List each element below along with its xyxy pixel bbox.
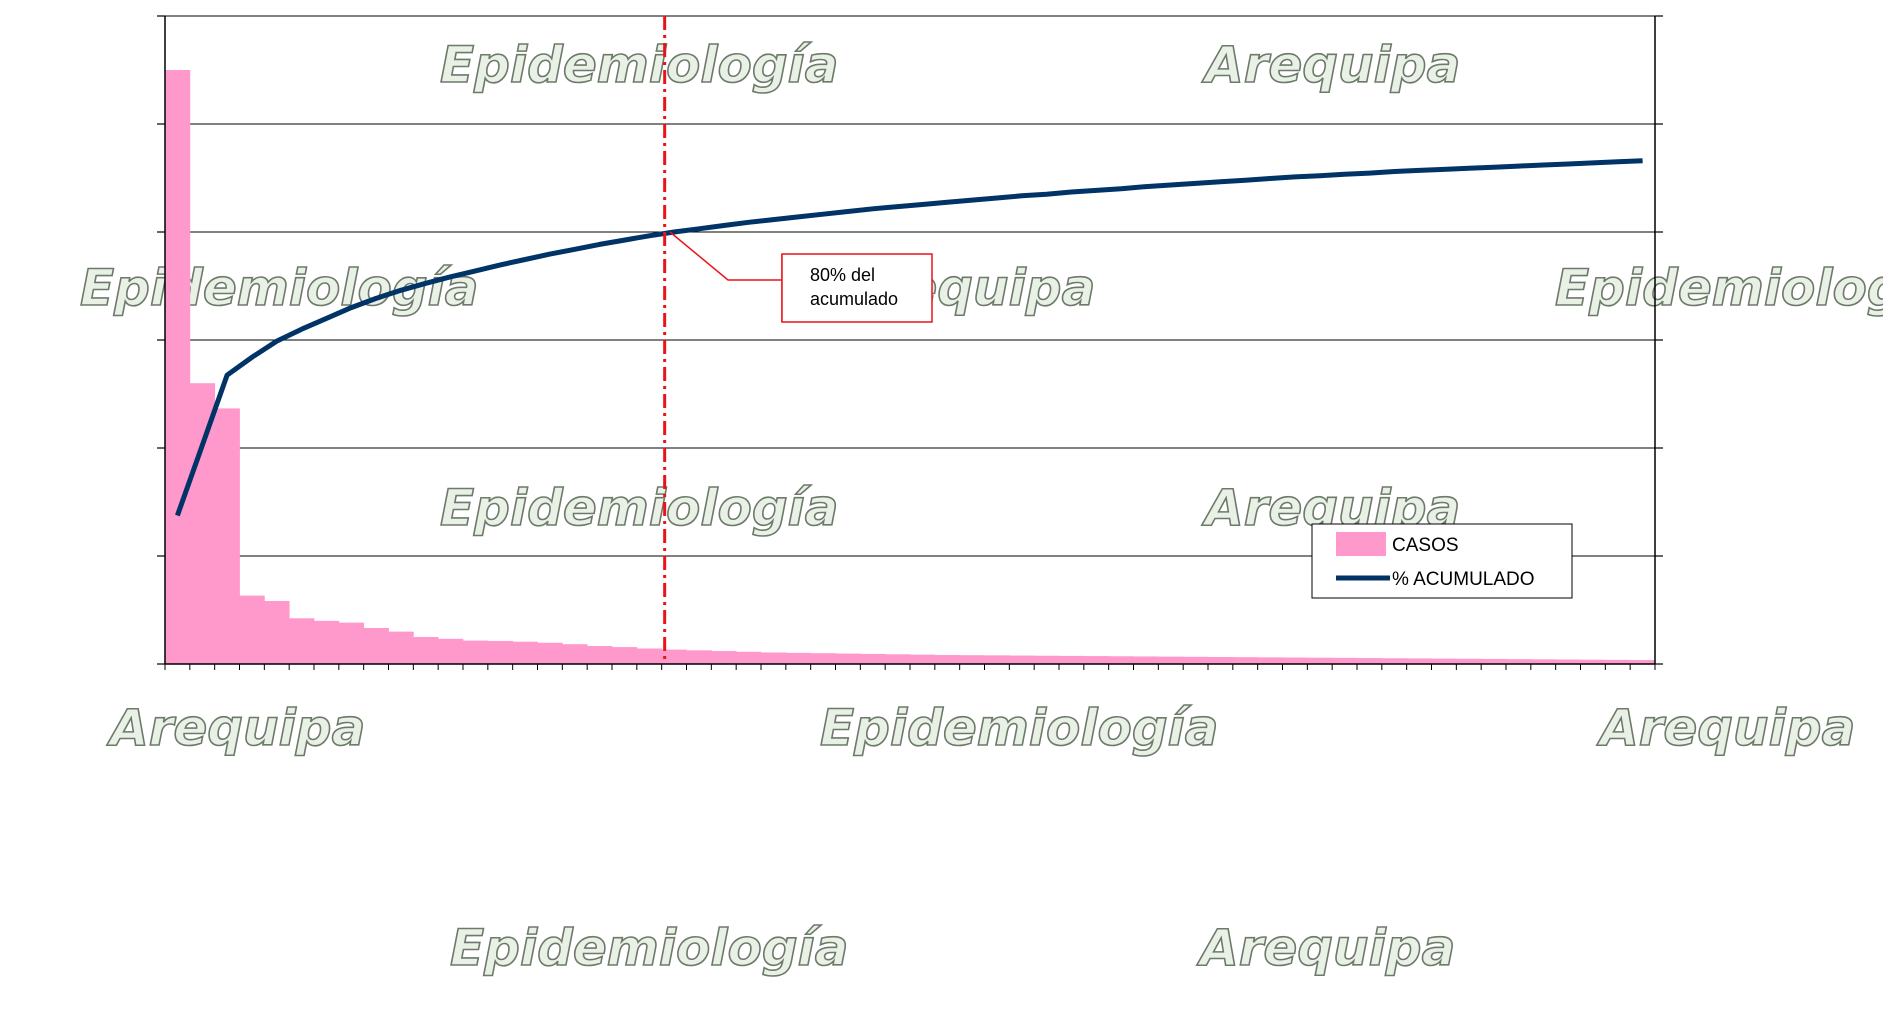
- watermark-text-4: Epidemiología: [1555, 259, 1883, 317]
- bar-23: [736, 651, 762, 664]
- bar-25: [785, 652, 812, 664]
- bar-57: [1580, 659, 1606, 664]
- bar-52: [1456, 658, 1482, 664]
- bar-16: [562, 644, 588, 664]
- bar-51: [1431, 658, 1457, 664]
- bar-56: [1555, 659, 1581, 664]
- bar-32: [959, 655, 985, 664]
- bar-21: [686, 650, 712, 664]
- bar-28: [860, 653, 886, 664]
- annotation-callout: 80% del acumulado: [669, 231, 933, 323]
- bar-13: [487, 640, 514, 664]
- bar-30: [910, 654, 936, 664]
- watermark-text-9: Arequipa: [1596, 699, 1855, 757]
- watermark-text-11: Arequipa: [1196, 919, 1455, 977]
- bar-0: [165, 70, 191, 664]
- watermark-layer: Epidemiología Arequipa Epidemiología Arequi…: [79, 35, 1883, 978]
- bar-1: [189, 383, 216, 664]
- bar-37: [1083, 656, 1110, 664]
- bar-36: [1059, 655, 1085, 664]
- bar-31: [934, 655, 961, 664]
- bar-40: [1158, 656, 1184, 664]
- bar-7: [338, 622, 365, 664]
- watermark-text-5: Epidemiología: [440, 479, 839, 537]
- bar-22: [711, 651, 737, 664]
- bar-24: [761, 652, 787, 664]
- annotation-line-1: 80% del: [810, 265, 875, 285]
- bar-48: [1357, 658, 1383, 664]
- bar-4: [264, 601, 290, 664]
- bar-29: [885, 654, 911, 664]
- bar-39: [1133, 656, 1159, 664]
- bar-15: [537, 642, 563, 664]
- legend: CASOS % ACUMULADO: [1311, 523, 1573, 599]
- bar-14: [512, 641, 538, 664]
- watermark-text-7: Arequipa: [106, 699, 365, 757]
- bar-55: [1530, 659, 1557, 664]
- bar-50: [1406, 658, 1432, 664]
- legend-swatch-casos: [1336, 532, 1386, 556]
- bar-46: [1307, 657, 1333, 664]
- bar-10: [413, 637, 439, 664]
- cumulative-line: [175, 158, 1643, 517]
- bar-53: [1481, 658, 1507, 664]
- bar-3: [239, 595, 265, 664]
- bar-34: [1009, 655, 1035, 664]
- bar-20: [661, 649, 687, 664]
- legend-label-casos: CASOS: [1392, 535, 1459, 556]
- bar-35: [1034, 655, 1060, 664]
- line-acumulado: [175, 158, 1643, 517]
- bar-17: [587, 646, 613, 664]
- bar-45: [1282, 657, 1308, 664]
- bar-42: [1208, 656, 1234, 664]
- watermark-text-2: Epidemiología: [80, 259, 479, 317]
- annotation-line-2: acumulado: [810, 289, 898, 309]
- bars-casos: [165, 70, 1656, 664]
- bar-11: [438, 638, 464, 664]
- bar-9: [388, 631, 414, 664]
- bar-38: [1108, 656, 1134, 664]
- bar-58: [1605, 659, 1631, 664]
- watermark-text-10: Epidemiología: [450, 919, 849, 977]
- bar-12: [463, 640, 489, 664]
- bar-26: [810, 653, 836, 664]
- axes: [157, 15, 1663, 670]
- bar-54: [1506, 659, 1532, 664]
- watermark-text-8: Epidemiología: [820, 699, 1219, 757]
- bar-19: [636, 648, 663, 664]
- watermark-text-1: Arequipa: [1201, 36, 1460, 94]
- bar-18: [612, 647, 638, 664]
- annotation-box: [781, 253, 933, 323]
- bar-43: [1232, 657, 1259, 664]
- watermark-text-0: Epidemiología: [440, 36, 839, 94]
- bar-5: [289, 618, 315, 664]
- bar-44: [1257, 657, 1283, 664]
- legend-label-acumulado: % ACUMULADO: [1392, 569, 1535, 590]
- bar-27: [835, 653, 861, 664]
- bar-41: [1183, 656, 1209, 664]
- bar-33: [984, 655, 1010, 664]
- bar-2: [214, 408, 240, 664]
- bar-49: [1381, 658, 1408, 664]
- bar-8: [363, 628, 389, 664]
- bar-6: [314, 620, 340, 664]
- bar-47: [1332, 657, 1358, 664]
- bar-59: [1630, 660, 1656, 664]
